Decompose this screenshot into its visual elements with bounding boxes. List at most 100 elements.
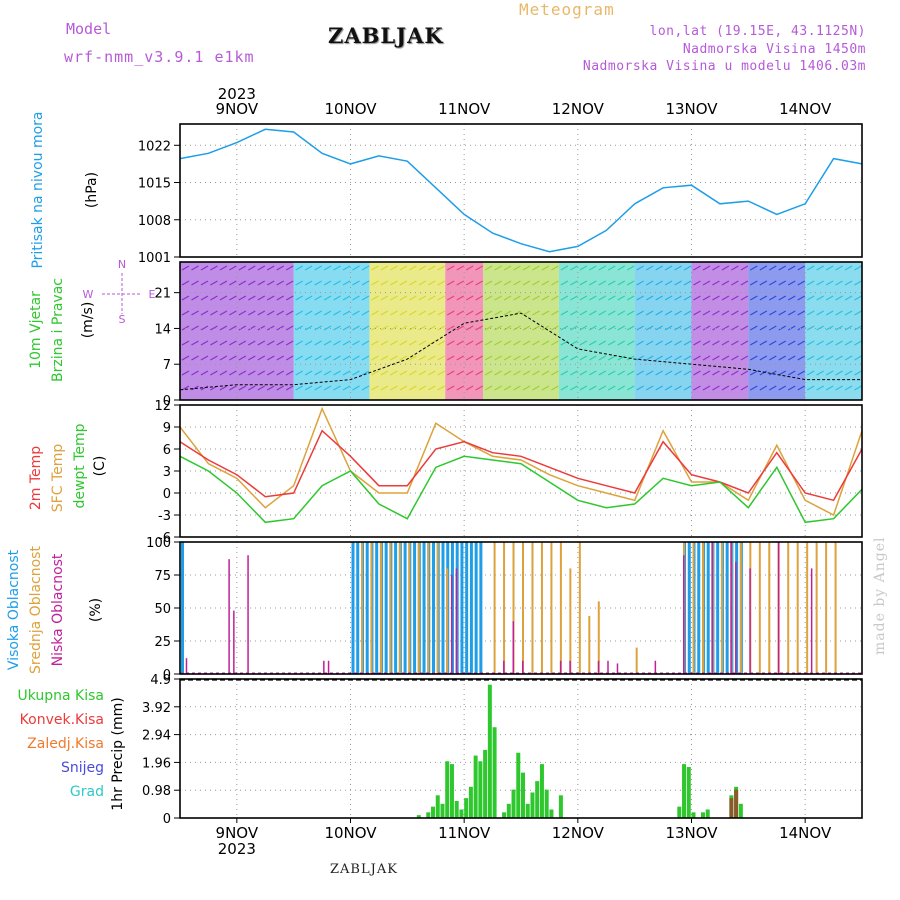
wind-barb-mark [768,310,777,316]
wind-barb-mark [532,340,540,346]
wind-barb-mark [361,385,370,391]
wind-barb-mark [683,370,692,376]
wind-barb-mark [664,325,673,331]
wind-barb-mark [418,265,427,271]
wind-barb-mark [806,310,815,316]
wind-barb-mark [674,325,682,331]
wind-barb-mark [266,370,275,376]
wind-barb-mark [721,295,730,301]
mid-cloud-bar [398,542,401,674]
wind-barb-mark [248,370,256,376]
wind-barb-mark [210,295,218,301]
wind-barb-mark [693,340,701,346]
wind-barb-mark [200,385,209,391]
wind-barb-mark [570,385,578,391]
wind-barb-mark [380,340,389,346]
wind-barb-mark [570,325,578,331]
low-cloud-bar [559,660,562,674]
wind-barb-mark [731,295,739,301]
mid-cloud-bar [427,542,430,674]
panel-frame-pressure [179,123,863,258]
wind-barb-mark [740,295,749,301]
precip-bar [502,812,507,818]
wind-barb-mark [465,385,474,391]
wind-barb-mark [854,325,862,331]
wind-barb-mark [475,325,483,331]
wind-barb-mark [456,370,464,376]
wind-barb-mark [229,340,237,346]
wind-barb-mark [380,295,389,301]
wind-barb-mark [607,355,616,361]
wind-barb-mark [248,295,256,301]
wind-barb-mark [750,370,758,376]
wind-barb-mark [664,295,673,301]
wind-barb-mark [323,295,332,301]
wind-barb-mark [418,385,427,391]
wind-barb-mark [304,340,313,346]
wind-barb-mark [399,325,408,331]
wind-barb-mark [816,385,824,391]
wind-barb-mark [314,370,322,376]
wind-barb-mark [475,340,483,346]
high-cloud-bar [356,542,360,674]
wind-barb-mark [674,370,682,376]
wind-barb-mark [437,280,446,286]
wind-barb-mark [191,355,199,361]
wind-barb-mark [570,370,578,376]
wind-barb-mark [626,295,635,301]
sfc-temp-line [179,406,863,517]
wind-barb-mark [626,340,635,346]
wind-barb-mark [664,310,673,316]
wind-barb-mark [427,325,436,331]
wind-barb-mark [304,310,313,316]
wind-barb-mark [484,295,493,301]
precip-bar [544,789,549,818]
wind-barb-mark [238,385,247,391]
wind-barb-mark [541,295,550,301]
wind-barb-mark [191,370,199,376]
precip-bar [483,749,488,818]
wind-barb-mark [437,355,446,361]
wind-barb-mark [238,340,247,346]
wind-barb-mark [712,385,720,391]
wind-barb-mark [797,385,805,391]
high-cloud-bar [365,542,369,674]
wind-barb-mark [693,265,701,271]
wind-barb-mark [731,265,739,271]
wind-barb-mark [598,265,607,271]
precip-bar [558,795,563,818]
wind-barb-mark [371,325,379,331]
wind-barb-mark [494,295,502,301]
wind-barb-mark [816,370,824,376]
wind-barb-mark [759,370,768,376]
wind-barb-mark [598,385,607,391]
precip-bar [435,795,440,818]
mid-cloud-bar [408,542,411,674]
y-tick-label: 6 [163,443,171,458]
mid-cloud-bar [379,542,382,674]
wind-barb-mark [437,370,446,376]
y-tick-label: 25 [154,635,171,650]
wind-barb-mark [361,355,370,361]
wind-barb-mark [276,355,285,361]
wind-barb-mark [399,295,408,301]
wind-barb-mark [409,295,417,301]
wind-barb-mark [456,295,464,301]
wind-barb-mark [589,385,597,391]
wind-barb-mark [579,355,588,361]
wind-barb-mark [816,280,824,286]
wind-barb-mark [503,325,512,331]
wind-barb-mark [712,340,720,346]
wind-barb-mark [285,325,294,331]
wind-barb-mark [645,370,654,376]
wind-barb-mark [361,340,370,346]
compass-west: W [83,288,94,301]
wind-barb-mark [816,295,824,301]
wind-barb-mark [825,265,834,271]
wind-barb-mark [409,310,417,316]
wind-band-7 [691,262,749,400]
wind-barb-mark [285,265,294,271]
wind-barb-mark [674,340,682,346]
wind-barb-mark [200,340,209,346]
y-tick-label: -3 [158,509,171,524]
